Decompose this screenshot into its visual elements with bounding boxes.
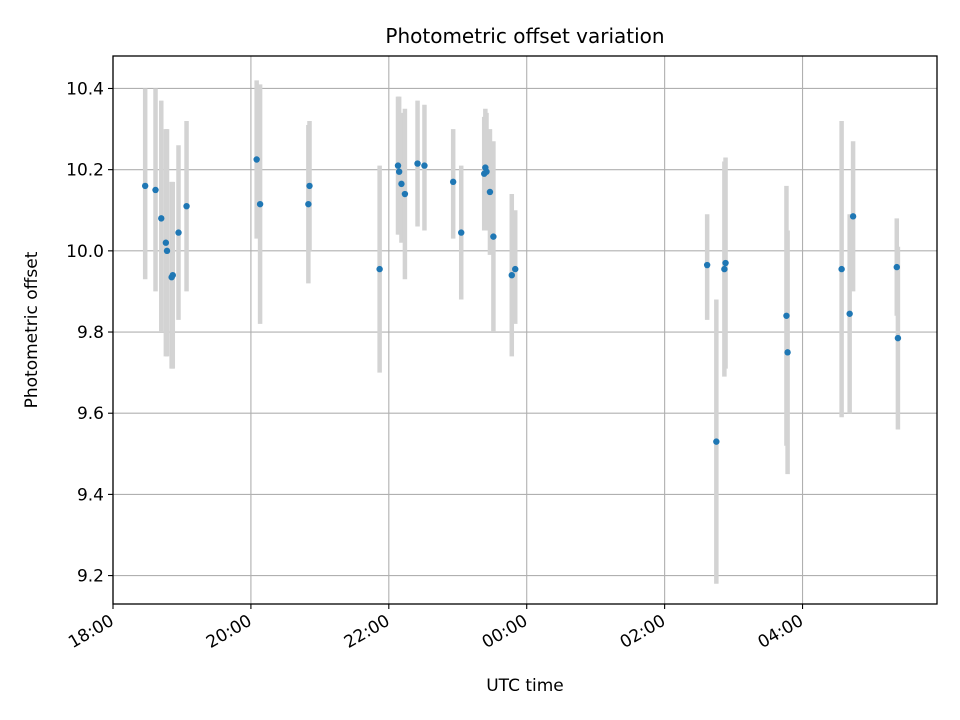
data-point <box>163 247 171 255</box>
y-tick-label: 10.2 <box>66 161 104 181</box>
data-point <box>849 213 857 220</box>
data-point <box>398 180 405 188</box>
data-point <box>141 182 149 190</box>
data-point <box>162 239 170 246</box>
y-tick-label: 9.8 <box>77 323 104 343</box>
data-point <box>175 229 182 236</box>
data-point <box>401 190 409 198</box>
data-point <box>152 186 159 194</box>
data-point <box>703 261 711 269</box>
data-points <box>141 156 902 445</box>
data-point <box>169 272 176 279</box>
y-tick-label: 9.2 <box>77 567 104 587</box>
data-point <box>784 349 791 356</box>
y-tick-label: 10.4 <box>66 79 104 99</box>
data-point <box>486 188 494 196</box>
data-point <box>253 156 260 163</box>
data-point <box>158 215 165 222</box>
data-point <box>394 162 402 169</box>
data-point <box>395 168 403 175</box>
data-point <box>256 200 264 208</box>
x-axis-label: UTC time <box>486 676 564 696</box>
data-point <box>846 310 853 317</box>
data-point <box>838 265 845 273</box>
chart-title: Photometric offset variation <box>385 24 664 48</box>
data-point <box>414 160 421 167</box>
data-point <box>783 312 790 319</box>
data-point <box>376 265 383 273</box>
data-point <box>305 200 312 208</box>
plot-frame <box>112 55 938 605</box>
data-point <box>713 438 720 445</box>
data-point <box>483 168 490 175</box>
data-point <box>512 265 519 273</box>
data-point <box>721 265 728 273</box>
y-axis-ticks: 9.2 9.4 9.6 9.8 10.0 10.2 10.4 <box>66 79 113 587</box>
data-point <box>894 334 902 342</box>
y-tick-label: 9.4 <box>77 485 104 505</box>
data-point <box>458 229 465 236</box>
y-tick-label: 9.6 <box>77 404 104 424</box>
data-point <box>449 178 457 186</box>
data-point <box>421 162 428 169</box>
data-point <box>490 233 497 240</box>
data-point <box>893 263 900 271</box>
data-point <box>508 272 515 279</box>
data-point <box>306 182 313 190</box>
data-point <box>722 259 729 267</box>
y-axis-label: Photometric offset <box>22 251 42 408</box>
data-point <box>183 202 190 210</box>
y-tick-label: 10.0 <box>66 242 104 262</box>
